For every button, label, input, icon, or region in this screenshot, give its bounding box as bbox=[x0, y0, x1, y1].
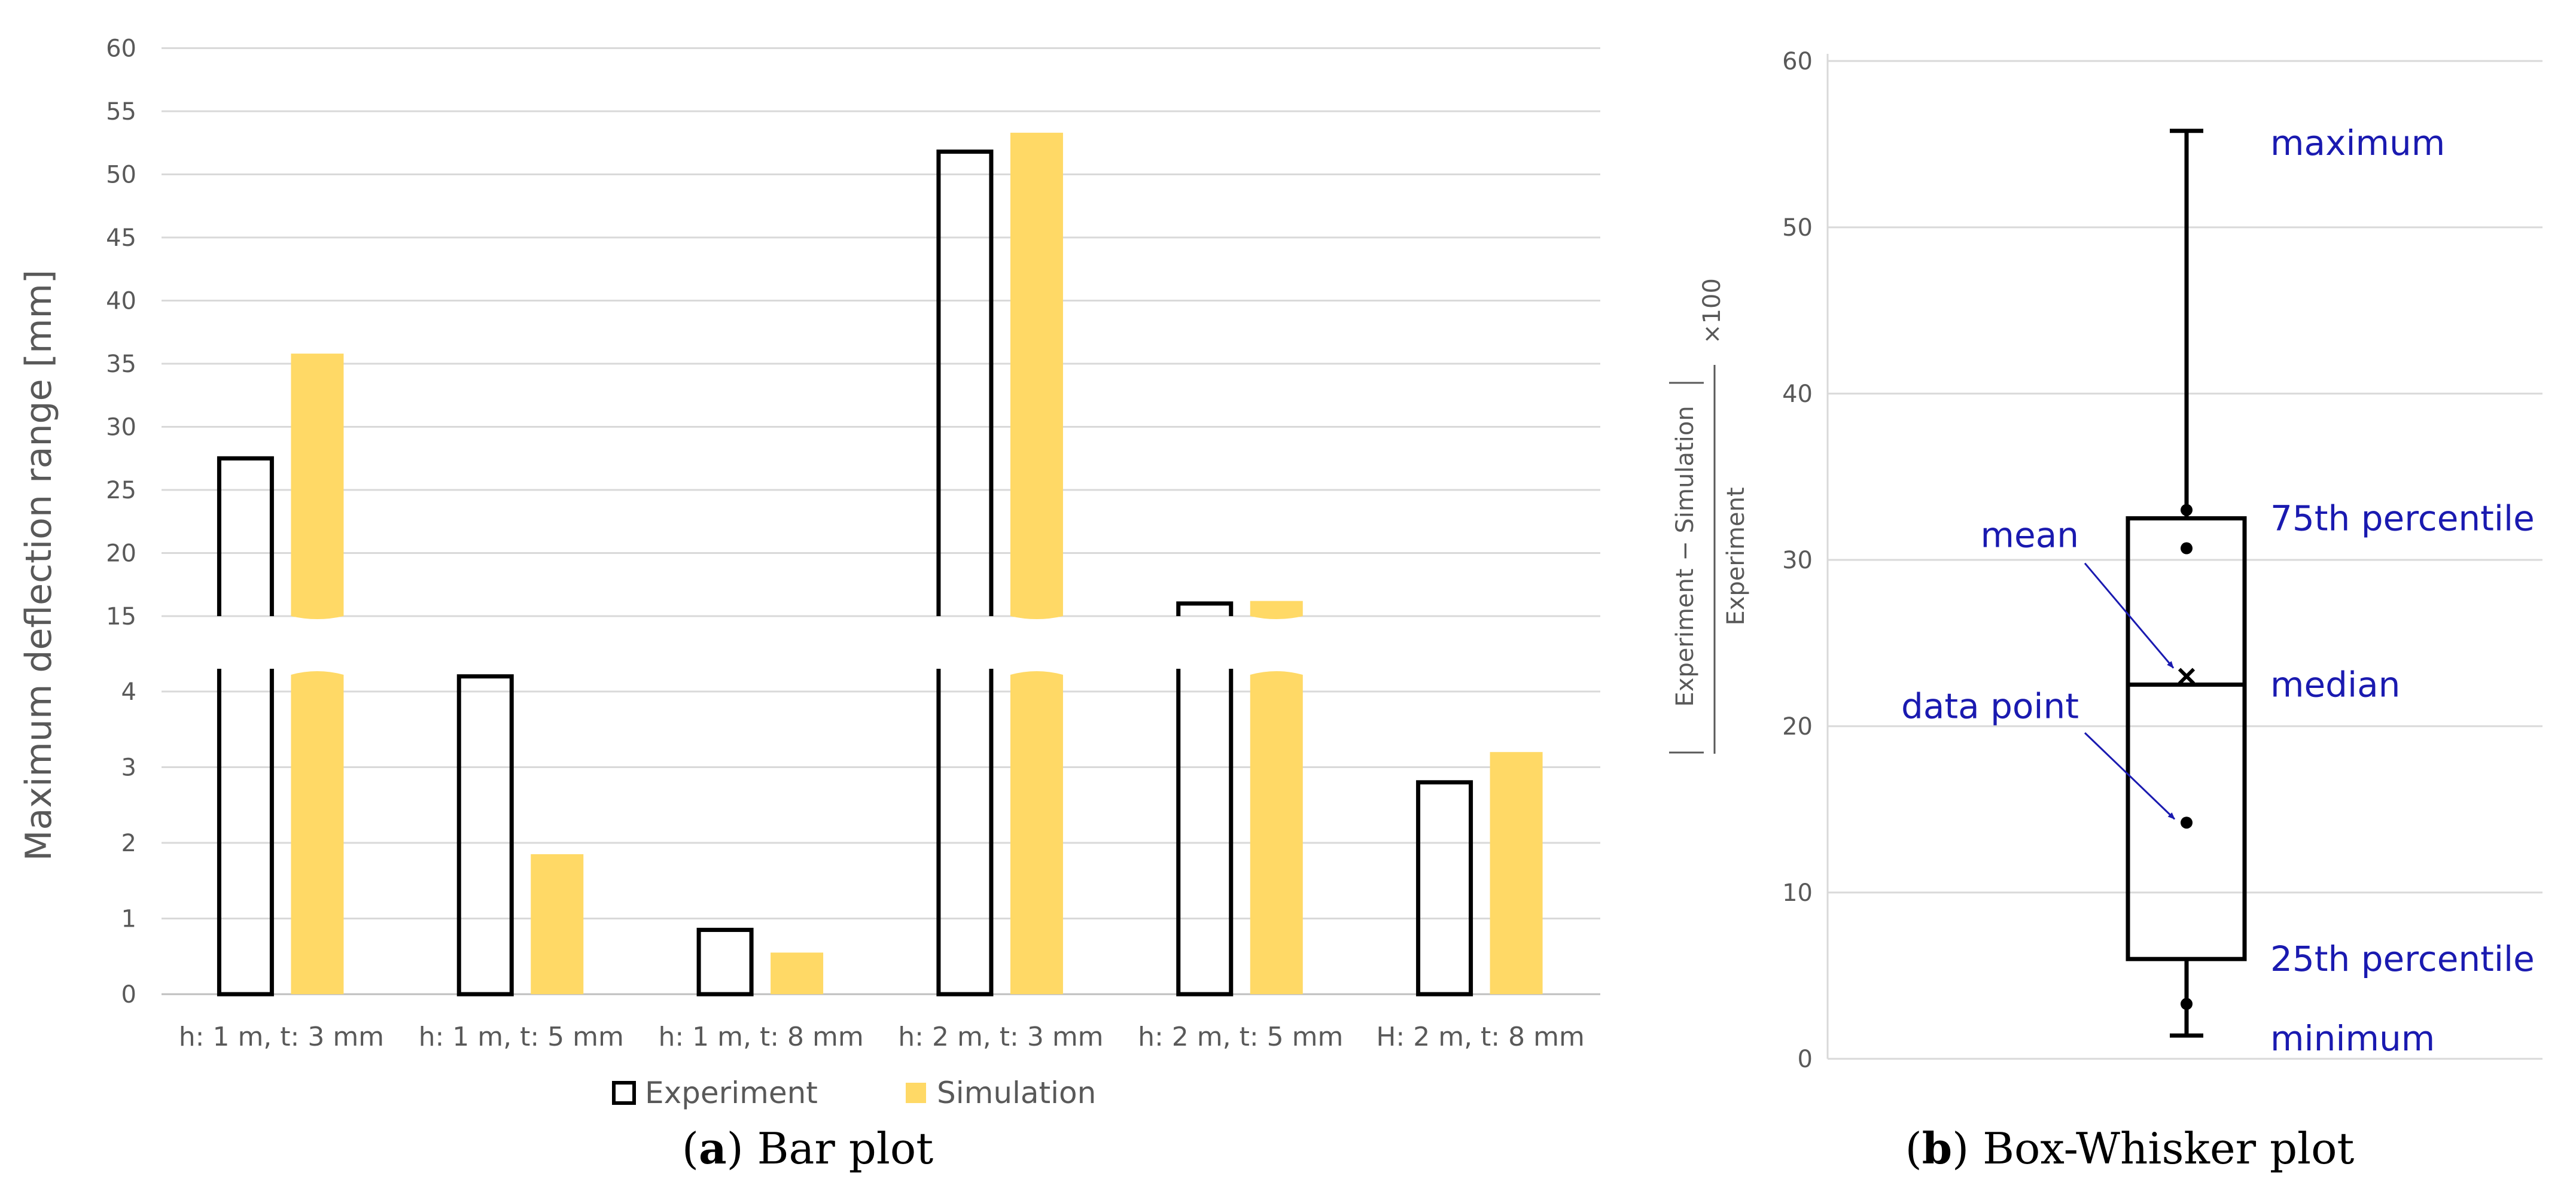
bar-simulation-upper bbox=[291, 354, 344, 619]
data-point bbox=[2181, 542, 2193, 555]
y-tick-label: 2 bbox=[121, 830, 136, 857]
bar-gridlines bbox=[162, 47, 1600, 995]
legend-label-experiment: Experiment bbox=[645, 1076, 818, 1110]
data-point bbox=[2181, 817, 2193, 829]
box-iqr bbox=[2126, 516, 2247, 961]
bar-simulation bbox=[1490, 752, 1543, 994]
bar-simulation-lower bbox=[1250, 671, 1303, 994]
y-tick-label: 50 bbox=[106, 162, 136, 189]
y-tick-label: 50 bbox=[1782, 214, 1813, 242]
y-tick-label: 40 bbox=[106, 288, 136, 315]
bar-series bbox=[217, 132, 1543, 997]
y-tick-label: 30 bbox=[106, 414, 136, 441]
annotation-75th-percentile: 75th percentile bbox=[2270, 498, 2535, 539]
x-tick-label: H: 2 m, t: 8 mm bbox=[1376, 1022, 1584, 1052]
y-tick-label: 0 bbox=[1798, 1046, 1813, 1073]
y-tick-label: 35 bbox=[106, 351, 136, 378]
bar-experiment bbox=[696, 927, 754, 997]
bar-legend: Experiment Simulation bbox=[612, 1076, 1096, 1110]
bar-simulation bbox=[531, 854, 584, 994]
caption-a-text: Bar plot bbox=[757, 1123, 934, 1174]
x-tick-label: h: 1 m, t: 5 mm bbox=[419, 1022, 624, 1052]
caption-a: (a) Bar plot bbox=[682, 1123, 933, 1174]
bar-experiment-lower bbox=[217, 669, 274, 997]
annotation-maximum: maximum bbox=[2270, 123, 2445, 163]
x-tick-label: h: 1 m, t: 8 mm bbox=[658, 1022, 863, 1052]
caption-a-letter: a bbox=[699, 1123, 727, 1174]
legend-swatch-simulation bbox=[906, 1083, 926, 1103]
bar-y-axis-title: Maximum deflection range [mm] bbox=[18, 270, 60, 861]
bar-experiment-lower bbox=[936, 669, 994, 997]
bar-experiment bbox=[456, 674, 514, 997]
annotation-arrow-mean bbox=[2084, 562, 2175, 669]
x-tick-label: h: 2 m, t: 3 mm bbox=[898, 1022, 1103, 1052]
annotation-mean: mean bbox=[1981, 514, 2079, 555]
y-tick-label: 40 bbox=[1782, 380, 1813, 408]
bar-experiment-upper bbox=[936, 150, 994, 616]
legend-label-simulation: Simulation bbox=[937, 1076, 1096, 1110]
bar-simulation bbox=[771, 952, 824, 994]
caption-b: (b) Box-Whisker plot bbox=[1905, 1123, 2355, 1174]
y-tick-label: 25 bbox=[106, 477, 136, 504]
y-tick-label: 30 bbox=[1782, 547, 1813, 574]
annotation-minimum: minimum bbox=[2270, 1018, 2435, 1059]
mean-marker bbox=[2178, 668, 2196, 685]
y-tick-label: 15 bbox=[106, 603, 136, 630]
y-tick-label: 55 bbox=[106, 98, 136, 126]
bar-experiment-lower bbox=[1176, 669, 1234, 997]
formula-factor: ×100 bbox=[1698, 278, 1726, 344]
y-tick-label: 20 bbox=[1782, 713, 1813, 741]
y-tick-label: 3 bbox=[121, 754, 136, 782]
box-y-axis-title: Experiment − Simulation Experiment ×100 bbox=[1669, 278, 1750, 754]
box-data-points bbox=[2181, 504, 2193, 1010]
bar-simulation-upper bbox=[1250, 601, 1303, 619]
bar-simulation-lower bbox=[291, 671, 344, 994]
y-tick-label: 0 bbox=[121, 981, 136, 1009]
bar-simulation-lower bbox=[1010, 671, 1063, 994]
y-tick-label: 60 bbox=[1782, 48, 1813, 75]
y-tick-label: 45 bbox=[106, 224, 136, 252]
y-tick-label: 20 bbox=[106, 540, 136, 568]
legend-swatch-experiment bbox=[612, 1081, 636, 1105]
annotation-median: median bbox=[2270, 665, 2400, 705]
y-tick-label: 1 bbox=[121, 906, 136, 933]
x-tick-label: h: 2 m, t: 5 mm bbox=[1138, 1022, 1343, 1052]
bar-chart-panel: 0 1 2 3 4 15 20 25 30 35 40 45 50 55 60 h: 1 m, t: 3 m… bbox=[18, 35, 1600, 1174]
bar-experiment-upper bbox=[1176, 601, 1234, 616]
box-plot bbox=[2126, 129, 2247, 1038]
data-point bbox=[2181, 998, 2193, 1010]
x-tick-label: h: 1 m, t: 3 mm bbox=[179, 1022, 384, 1052]
y-tick-label: 60 bbox=[106, 35, 136, 63]
y-tick-label: 4 bbox=[121, 678, 136, 706]
annotation-data-point: data point bbox=[1901, 686, 2079, 727]
bar-y-tick-labels: 0 1 2 3 4 15 20 25 30 35 40 45 50 55 60 bbox=[106, 35, 136, 1009]
bar-x-tick-labels: h: 1 m, t: 3 mm h: 1 m, t: 5 mm h: 1 m, t:… bbox=[179, 1022, 1585, 1052]
formula-numerator: Experiment − Simulation bbox=[1671, 406, 1699, 706]
formula-denominator: Experiment bbox=[1722, 487, 1750, 625]
box-y-tick-labels: 0 10 20 30 40 50 60 bbox=[1782, 48, 1813, 1073]
bar-simulation-upper bbox=[1010, 132, 1063, 619]
y-tick-label: 10 bbox=[1782, 879, 1813, 907]
annotation-arrow-data-point bbox=[2084, 732, 2176, 820]
bar-experiment-upper bbox=[217, 456, 274, 616]
caption-b-text: Box-Whisker plot bbox=[1983, 1123, 2354, 1174]
caption-b-letter: b bbox=[1922, 1123, 1952, 1174]
annotation-25th-percentile: 25th percentile bbox=[2270, 939, 2535, 979]
bar-experiment bbox=[1416, 780, 1473, 997]
box-annotations: maximum 75th percentile median 25th percent… bbox=[1901, 123, 2535, 1059]
box-plot-panel: 0 10 20 30 40 50 60 Experiment − Simulation Ex… bbox=[1669, 48, 2542, 1174]
data-point bbox=[2181, 504, 2193, 516]
